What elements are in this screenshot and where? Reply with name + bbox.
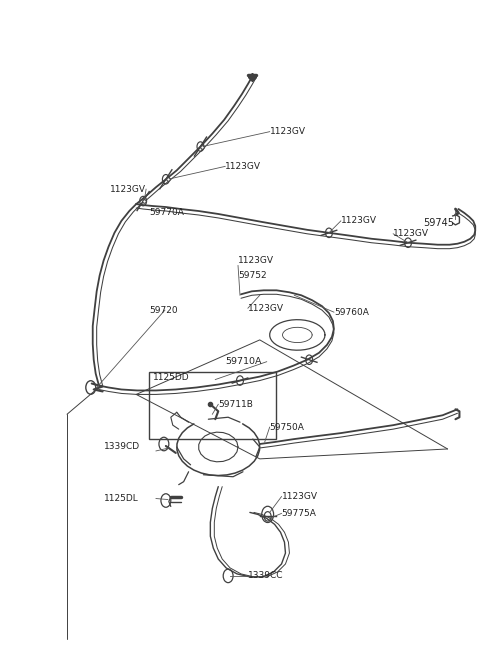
Text: 1339CD: 1339CD [104,443,140,451]
Bar [149,371,276,439]
Text: 1123GV: 1123GV [281,492,317,501]
Text: 1125DD: 1125DD [153,373,190,382]
Text: 59711B: 59711B [218,400,253,409]
Text: 59710A: 59710A [225,357,262,366]
Text: 59760A: 59760A [334,308,369,316]
Text: 1123GV: 1123GV [270,127,306,136]
Text: 59750A: 59750A [270,422,304,432]
Text: 1125DL: 1125DL [104,494,138,503]
Text: 1123GV: 1123GV [225,162,261,171]
Text: 59752: 59752 [238,271,267,280]
Text: 1123GV: 1123GV [341,216,377,225]
Text: 1339CC: 1339CC [248,571,283,580]
Text: 1123GV: 1123GV [393,229,429,238]
Text: 1123GV: 1123GV [238,256,274,265]
Text: 59770A: 59770A [149,208,184,217]
Text: 1123GV: 1123GV [248,304,284,312]
Text: 59775A: 59775A [281,509,316,518]
Text: 59745: 59745 [423,218,454,228]
Text: 1123GV: 1123GV [110,185,146,194]
Text: 59720: 59720 [149,306,178,314]
